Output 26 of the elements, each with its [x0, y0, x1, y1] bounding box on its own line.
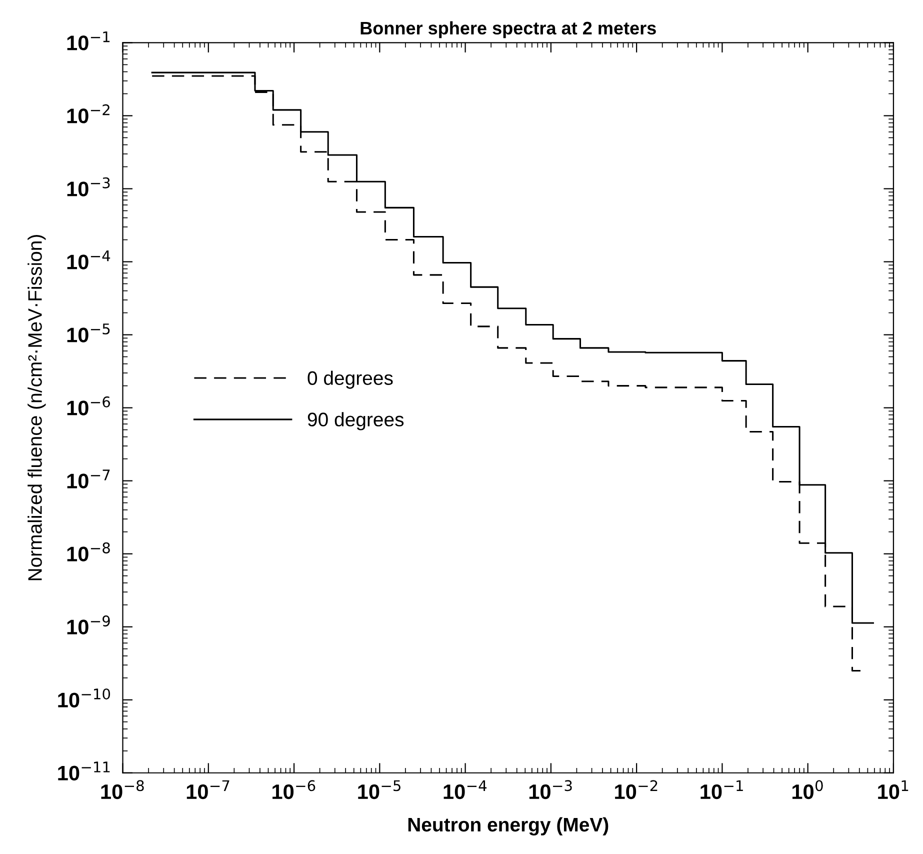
x-tick-label: 10$^{0}$ — [792, 780, 823, 800]
y-tick-label: 10$^{−10}$ — [58, 688, 110, 708]
x-tick-label: 10$^{−7}$ — [186, 780, 230, 800]
y-tick-label: 10$^{−1}$ — [67, 32, 110, 50]
x-tick-label: 10$^{−3}$ — [529, 780, 572, 800]
x-tick-label: 10$^{−5}$ — [358, 780, 400, 800]
y-tick-label: 10$^{−3}$ — [67, 177, 110, 196]
y-tick-label: 10$^{−2}$ — [67, 104, 110, 124]
y-tick-label: 10$^{−5}$ — [67, 324, 110, 342]
x-tick-label: 10$^{−6}$ — [272, 780, 316, 800]
chart-title: Bonner sphere spectra at 2 meters — [360, 21, 656, 38]
y-tick-label: 10$^{−11}$ — [58, 762, 110, 780]
legend-label: 0 degrees — [308, 370, 393, 389]
x-tick-label: 10$^{−4}$ — [444, 780, 487, 800]
x-axis-title: Neutron energy (MeV) — [408, 817, 608, 836]
legend-label: 90 degrees — [308, 412, 404, 430]
y-axis-title: Normalized fluence (n/cm²·MeV·Fission) — [28, 235, 46, 580]
x-tick-label: 10$^{−8}$ — [101, 780, 144, 800]
y-tick-label: 10$^{−7}$ — [67, 470, 110, 488]
x-tick-label: 10$^{−2}$ — [615, 780, 658, 800]
y-tick-label: 10$^{−6}$ — [67, 396, 110, 416]
x-tick-label: 10$^{−1}$ — [700, 780, 743, 800]
y-tick-label: 10$^{−4}$ — [67, 250, 110, 270]
y-tick-label: 10$^{−9}$ — [67, 615, 110, 634]
y-tick-label: 10$^{−8}$ — [67, 542, 110, 562]
x-tick-label: 10$^{1}$ — [878, 780, 908, 800]
